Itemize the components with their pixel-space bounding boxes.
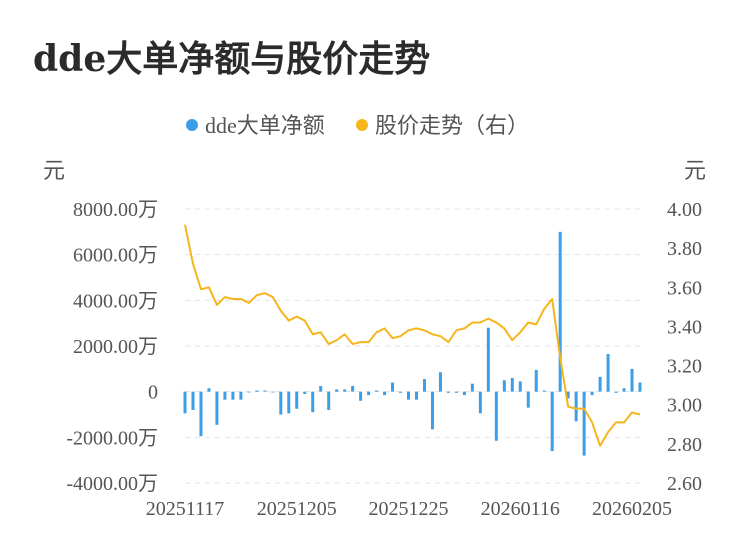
dde-bar (478, 391, 482, 414)
right-tick-label: 3.20 (667, 356, 702, 378)
dde-bar (582, 391, 586, 456)
dde-bar (199, 391, 203, 437)
dde-bar (343, 389, 347, 392)
dde-bar (558, 231, 562, 392)
dde-bar (207, 388, 211, 392)
dde-bar (263, 390, 267, 392)
right-tick-label: 3.80 (667, 238, 702, 260)
left-tick-label: 0 (148, 382, 158, 404)
right-axis-ticks: 4.00 3.80 3.60 3.40 3.20 3.00 2.80 2.60 (667, 199, 702, 495)
left-tick-label: 4000.00万 (73, 290, 158, 312)
x-tick-label: 20260205 (592, 498, 672, 520)
dde-bar (534, 369, 538, 392)
dde-bar (335, 389, 339, 392)
x-tick-label: 20251225 (369, 498, 449, 520)
right-tick-label: 3.40 (667, 316, 702, 338)
dde-bar (223, 391, 227, 400)
left-tick-label: 2000.00万 (73, 336, 158, 358)
dde-bar (247, 391, 251, 393)
x-tick-label: 20251117 (146, 498, 225, 520)
x-axis-ticks: 20251117 20251205 20251225 20260116 20260205 (146, 498, 672, 520)
dde-bar (518, 381, 522, 392)
dde-bar (486, 327, 490, 392)
dde-bar (638, 382, 642, 392)
dde-bar (598, 376, 602, 392)
dde-bar (622, 388, 626, 392)
legend-label-price: 股价走势（右） (375, 113, 529, 138)
left-tick-label: 8000.00万 (73, 199, 158, 221)
dde-bar (183, 391, 187, 414)
dde-bar (239, 391, 243, 400)
right-tick-label: 4.00 (667, 199, 702, 221)
dde-bar (351, 385, 355, 392)
price-series-line (184, 224, 641, 447)
dde-bar (526, 391, 530, 408)
x-tick-label: 20260116 (481, 498, 560, 520)
left-axis-ticks: 8000.00万 6000.00万 4000.00万 2000.00万 0 -2000.0… (66, 199, 158, 495)
right-axis-unit: 元 (684, 158, 706, 183)
dde-bar (399, 391, 403, 393)
dde-bar (279, 391, 283, 415)
dde-bar (255, 390, 259, 392)
dde-bar (287, 391, 291, 414)
dde-bar (510, 377, 514, 392)
dde-bar (446, 391, 450, 393)
dde-bar (542, 390, 546, 392)
dde-bar (574, 391, 578, 422)
dde-bars (183, 231, 642, 456)
dde-bar (414, 391, 418, 400)
dde-bar (383, 391, 387, 396)
dde-bar (367, 391, 371, 396)
page-title: dde大单净额与股价走势 (33, 38, 431, 80)
dde-bar (630, 368, 634, 392)
right-tick-label: 2.80 (667, 434, 702, 456)
price-line (184, 224, 641, 447)
right-tick-label: 2.60 (667, 473, 702, 495)
dde-bar (191, 391, 195, 410)
dde-bar (606, 353, 610, 392)
dde-bar (303, 391, 307, 394)
dde-bar (391, 382, 395, 392)
dde-bar (422, 379, 426, 392)
legend-label-dde: dde大单净额 (205, 113, 325, 138)
legend-marker-price (356, 119, 368, 131)
left-tick-label: -2000.00万 (66, 427, 158, 449)
dde-bar (231, 391, 235, 400)
dde-bar (614, 391, 618, 393)
dde-bar (327, 391, 331, 410)
dde-bar (295, 391, 299, 409)
dde-bar (494, 391, 498, 441)
dde-bar (407, 391, 411, 400)
dde-bar (438, 372, 442, 392)
dde-bar (319, 385, 323, 392)
gridlines (185, 208, 640, 484)
dde-bar (359, 391, 363, 401)
dde-bar (271, 391, 275, 393)
dde-bar (375, 390, 379, 392)
dde-bar (550, 391, 554, 452)
dde-bar (454, 391, 458, 393)
dde-bar (462, 391, 466, 396)
left-tick-label: -4000.00万 (66, 473, 158, 495)
legend-marker-dde (186, 119, 198, 131)
dde-bar (215, 391, 219, 425)
dde-bar (311, 391, 315, 413)
left-axis-unit: 元 (43, 158, 65, 183)
dde-bar (430, 391, 434, 430)
left-tick-label: 6000.00万 (73, 245, 158, 267)
dde-bar (566, 391, 570, 399)
right-tick-label: 3.00 (667, 395, 702, 417)
right-tick-label: 3.60 (667, 277, 702, 299)
dde-bar (502, 380, 506, 392)
dde-bar (590, 391, 594, 396)
x-tick-label: 20251205 (257, 498, 337, 520)
legend: dde大单净额 股价走势（右） (186, 113, 529, 138)
dde-bar (470, 383, 474, 392)
